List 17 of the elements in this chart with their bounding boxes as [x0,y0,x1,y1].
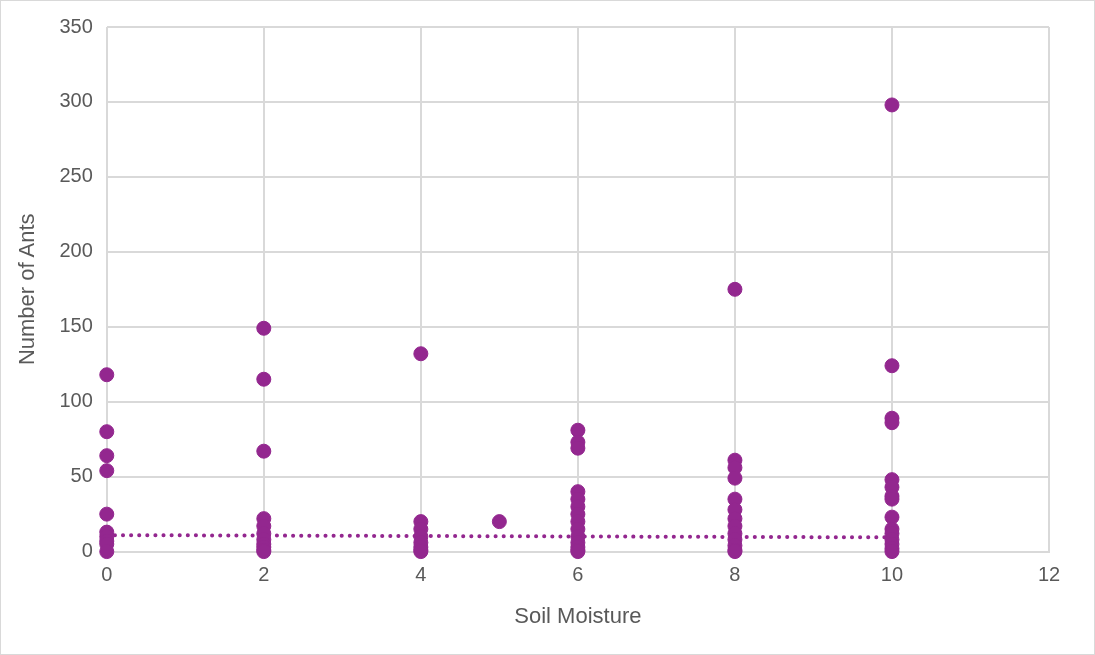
x-tick-label: 0 [101,563,113,586]
x-tick-label: 2 [258,563,270,586]
y-tick-label: 250 [59,164,93,187]
x-tick-label: 12 [1037,563,1061,586]
y-tick-label: 300 [59,89,93,112]
y-tick-label: 350 [59,14,93,37]
x-tick-label: 8 [729,563,741,586]
y-tick-label: 200 [59,239,93,262]
x-tick-label: 6 [572,563,584,586]
y-tick-label: 150 [59,314,93,337]
y-tick-label: 50 [70,464,93,487]
x-tick-label: 4 [415,563,427,586]
y-tick-label: 100 [59,389,93,412]
y-axis-title: Number of Ants [14,213,40,366]
x-axis-title: Soil Moisture [514,602,642,628]
x-tick-label: 10 [880,563,904,586]
y-tick-label: 0 [81,539,93,562]
